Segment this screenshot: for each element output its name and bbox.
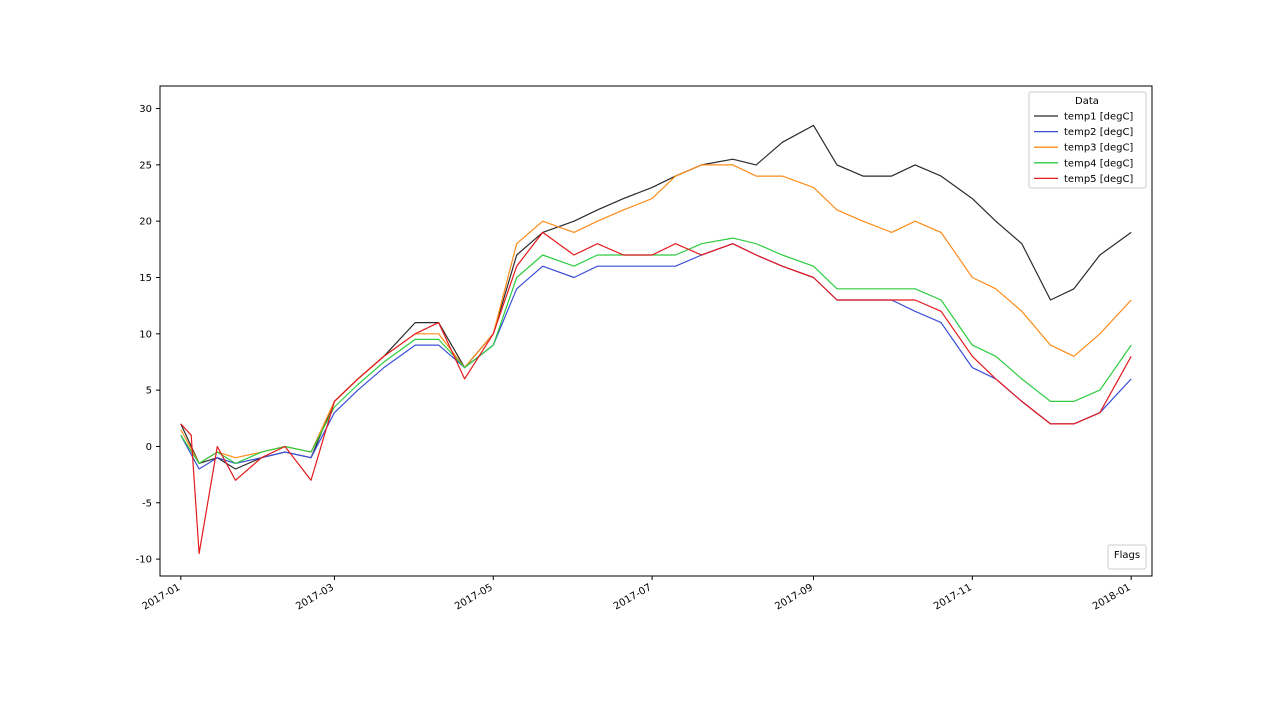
y-tick-label: 30 — [139, 104, 152, 115]
y-tick-label: 10 — [139, 329, 152, 340]
series-line-temp1 — [180, 124, 1132, 470]
y-tick-label: 0 — [146, 442, 152, 453]
series-line-temp5 — [180, 231, 1132, 555]
legend-entries: temp1 [degC] temp2 [degC] temp3 [degC] temp… — [1034, 112, 1133, 185]
y-tick-label: 15 — [139, 273, 152, 284]
series-line-temp2 — [180, 243, 1132, 470]
legend-flags-box — [1107, 544, 1147, 570]
y-tick-label: -5 — [142, 498, 152, 509]
legend-data-box — [1028, 91, 1147, 189]
legend-label: temp3 [degC] — [1064, 143, 1133, 154]
y-tick-label: 25 — [139, 160, 152, 171]
legend-data: Data temp1 [degC] temp2 [degC] temp3 [degC… — [1028, 91, 1147, 189]
series-layer — [180, 124, 1132, 555]
y-tick-label: 5 — [146, 386, 152, 397]
y-tick-label: 20 — [139, 217, 152, 228]
legend-label: temp1 [degC] — [1064, 112, 1133, 123]
legend-data-title: Data — [1075, 96, 1099, 107]
plot-area-frame — [159, 85, 1153, 577]
legend-flags-title: Flags — [1114, 550, 1140, 561]
legend-label: temp2 [degC] — [1064, 127, 1133, 138]
y-axis: -10 -5 0 5 10 15 20 25 30 — [136, 104, 160, 566]
legend-label: temp4 [degC] — [1064, 158, 1133, 169]
legend-label: temp5 [degC] — [1064, 174, 1133, 185]
legend-flags: Flags — [1107, 544, 1147, 570]
y-tick-label: -10 — [136, 555, 152, 566]
